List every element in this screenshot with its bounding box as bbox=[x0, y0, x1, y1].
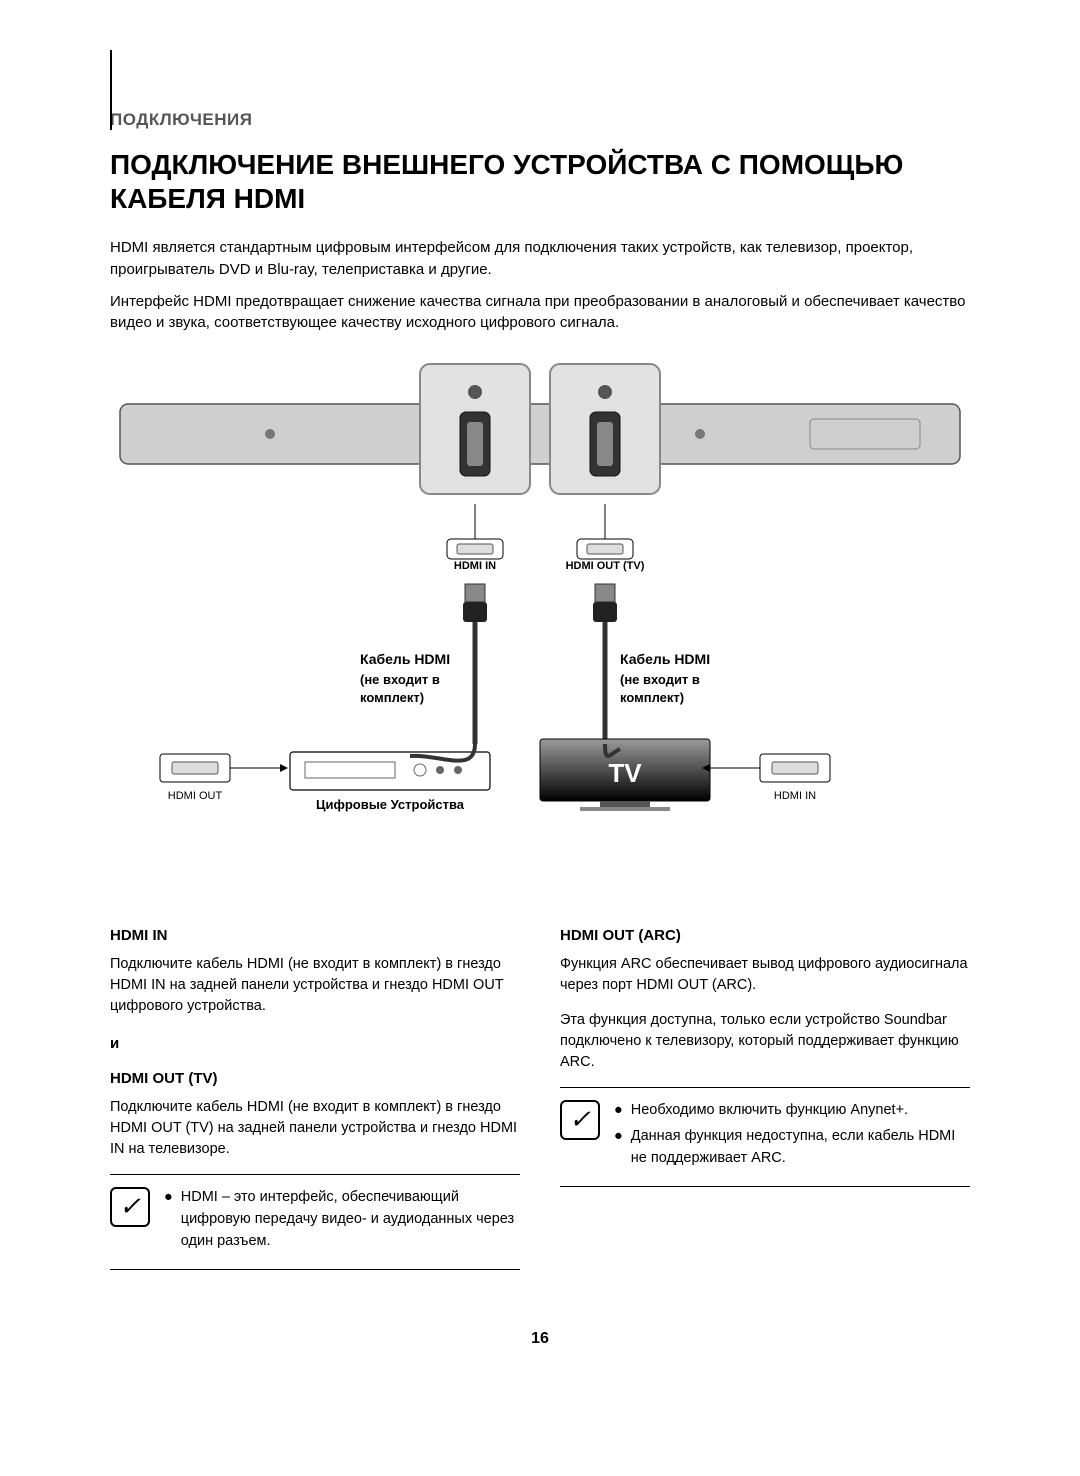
arc-text-1: Функция ARC обеспечивает вывод цифрового… bbox=[560, 954, 970, 996]
connection-diagram: HDMI IN HDMI OUT (TV) Кабель HDMI (не входи… bbox=[110, 354, 970, 879]
svg-text:HDMI IN: HDMI IN bbox=[454, 560, 496, 572]
note-item: ●HDMI – это интерфейс, обеспечивающий ци… bbox=[164, 1187, 520, 1252]
svg-text:комплект): комплект) bbox=[620, 690, 684, 705]
note-icon: ✓ bbox=[110, 1187, 150, 1227]
hdmi-out-arc-heading: HDMI OUT (ARC) bbox=[560, 927, 970, 944]
svg-text:HDMI OUT (TV): HDMI OUT (TV) bbox=[566, 560, 645, 572]
page-title: ПОДКЛЮЧЕНИЕ ВНЕШНЕГО УСТРОЙСТВА С ПОМОЩЬ… bbox=[110, 148, 970, 215]
intro-paragraph-1: HDMI является стандартным цифровым интер… bbox=[110, 237, 970, 281]
hdmi-out-tv-text: Подключите кабель HDMI (не входит в комп… bbox=[110, 1097, 520, 1160]
svg-text:(не входит в: (не входит в bbox=[620, 672, 700, 687]
note-icon: ✓ bbox=[560, 1100, 600, 1140]
page-number: 16 bbox=[110, 1330, 970, 1348]
content-columns: HDMI IN Подключите кабель HDMI (не входи… bbox=[110, 909, 970, 1269]
svg-text:HDMI OUT: HDMI OUT bbox=[168, 790, 223, 802]
hdmi-out-tv-heading: HDMI OUT (TV) bbox=[110, 1070, 520, 1087]
svg-text:TV: TV bbox=[608, 758, 642, 788]
svg-text:Кабель HDMI: Кабель HDMI bbox=[360, 651, 450, 667]
arc-text-2: Эта функция доступна, только если устрой… bbox=[560, 1010, 970, 1073]
intro-paragraph-2: Интерфейс HDMI предотвращает снижение ка… bbox=[110, 291, 970, 335]
right-column: HDMI OUT (ARC) Функция ARC обеспечивает … bbox=[560, 909, 970, 1269]
right-note-box: ✓ ●Необходимо включить функцию Anynet+.●… bbox=[560, 1087, 970, 1186]
left-margin-rule bbox=[110, 50, 112, 130]
note-item: ●Данная функция недоступна, если кабель … bbox=[614, 1126, 970, 1170]
note-item: ●Необходимо включить функцию Anynet+. bbox=[614, 1100, 970, 1122]
svg-text:Кабель HDMI: Кабель HDMI bbox=[620, 651, 710, 667]
right-note-list: ●Необходимо включить функцию Anynet+. ●Да… bbox=[614, 1100, 970, 1173]
left-note-list: ●HDMI – это интерфейс, обеспечивающий ци… bbox=[164, 1187, 520, 1256]
hdmi-in-heading: HDMI IN bbox=[110, 927, 520, 944]
svg-text:комплект): комплект) bbox=[360, 690, 424, 705]
and-heading: и bbox=[110, 1035, 520, 1052]
hdmi-in-text: Подключите кабель HDMI (не входит в комп… bbox=[110, 954, 520, 1017]
section-label: ПОДКЛЮЧЕНИЯ bbox=[110, 110, 970, 130]
left-column: HDMI IN Подключите кабель HDMI (не входи… bbox=[110, 909, 520, 1269]
svg-text:HDMI IN: HDMI IN bbox=[774, 790, 816, 802]
svg-text:Цифровые Устройства: Цифровые Устройства bbox=[316, 797, 465, 812]
left-note-box: ✓ ●HDMI – это интерфейс, обеспечивающий … bbox=[110, 1174, 520, 1269]
svg-text:(не входит в: (не входит в bbox=[360, 672, 440, 687]
